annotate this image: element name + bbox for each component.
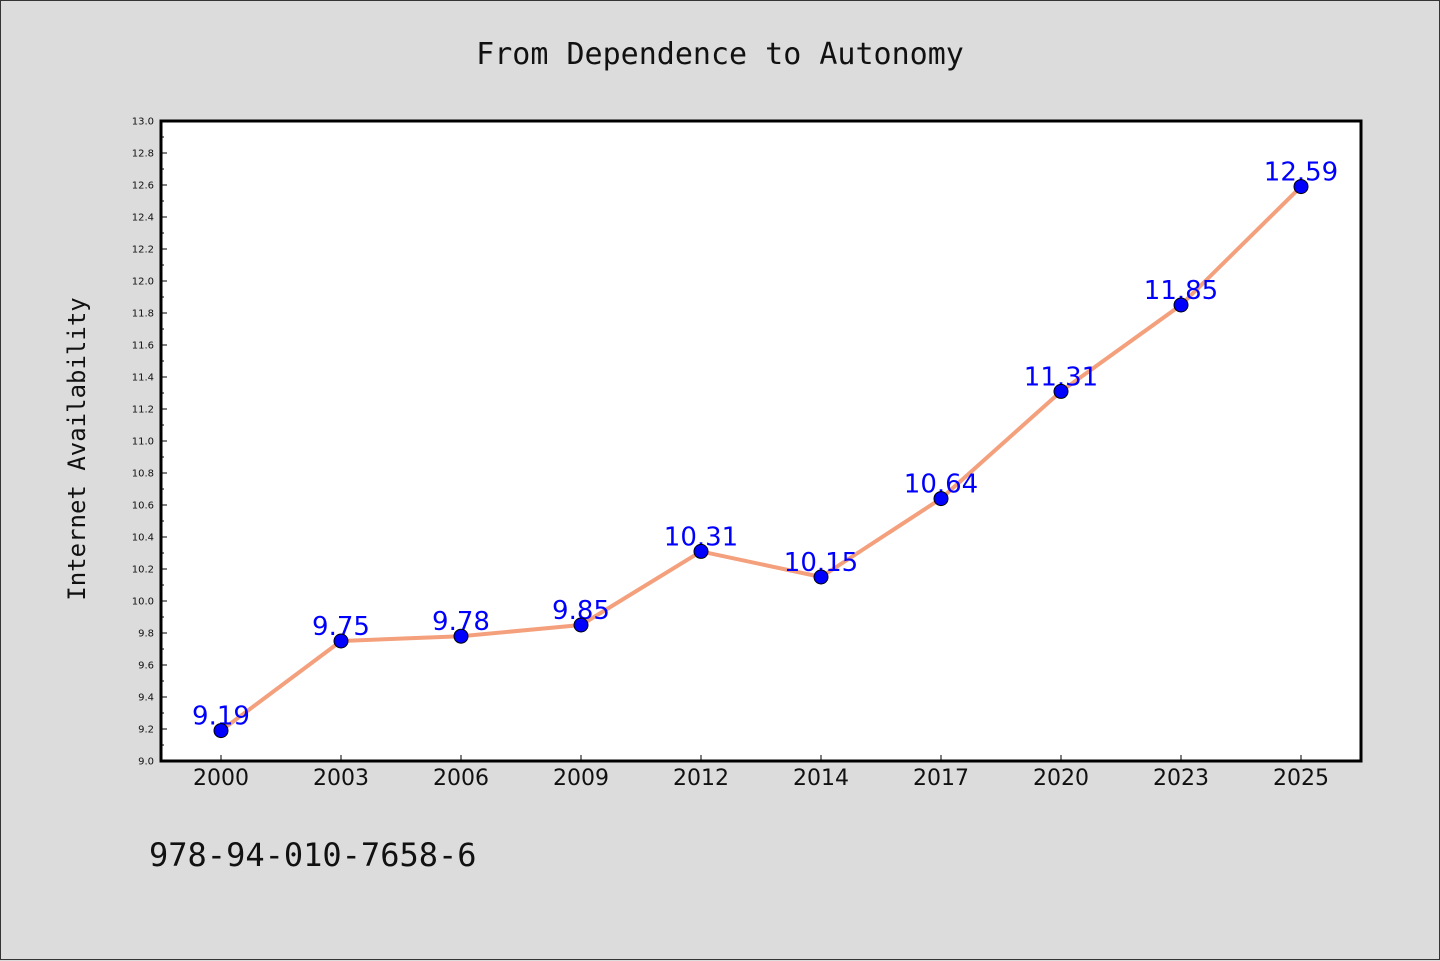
y-tick-label: 11.8 bbox=[132, 309, 154, 320]
data-point bbox=[453, 628, 469, 644]
data-point bbox=[813, 569, 829, 585]
x-tick-label: 2017 bbox=[913, 766, 969, 791]
y-tick-label: 10.6 bbox=[132, 501, 154, 512]
data-point bbox=[1053, 383, 1069, 399]
y-tick-label: 11.2 bbox=[132, 405, 154, 416]
y-tick-label: 10.4 bbox=[132, 533, 154, 544]
plot-area bbox=[159, 119, 1363, 763]
x-tick-label: 2003 bbox=[313, 766, 369, 791]
y-tick-label: 11.4 bbox=[132, 373, 154, 384]
y-tick-label: 12.8 bbox=[132, 149, 154, 160]
y-tick-label: 9.6 bbox=[138, 661, 154, 672]
y-tick-label: 12.6 bbox=[132, 181, 154, 192]
y-tick-label: 9.8 bbox=[138, 629, 154, 640]
y-tick-label: 13.0 bbox=[132, 117, 154, 128]
x-tick-label: 2009 bbox=[553, 766, 609, 791]
x-tick-label: 2023 bbox=[1153, 766, 1209, 791]
x-tick-label: 2014 bbox=[793, 766, 849, 791]
data-point bbox=[693, 543, 709, 559]
data-point bbox=[933, 491, 949, 507]
y-axis: 9.0 9.2 9.4 9.6 9.8 10.0 10.2 10.4 10.6 10.8 11.0 1… bbox=[132, 117, 167, 768]
x-axis: 2000 2003 2006 2009 2012 2014 2017 2020 2023 2025 bbox=[193, 755, 1329, 791]
y-tick-label: 12.0 bbox=[132, 277, 154, 288]
series-layer: 9.199.75 9.78 9.8510.3110.1510.6411.3111.8… bbox=[192, 158, 1338, 739]
y-tick-label: 11.6 bbox=[132, 341, 154, 352]
series-line bbox=[219, 185, 1303, 733]
x-tick-label: 2012 bbox=[673, 766, 729, 791]
x-tick-label: 2000 bbox=[193, 766, 249, 791]
x-tick-label: 2025 bbox=[1273, 766, 1329, 791]
data-point bbox=[213, 723, 229, 739]
y-tick-label: 9.2 bbox=[138, 725, 154, 736]
data-point bbox=[333, 633, 349, 649]
y-tick-label: 9.4 bbox=[138, 693, 154, 704]
data-point bbox=[1293, 179, 1309, 195]
data-point bbox=[573, 617, 589, 633]
x-tick-label: 2020 bbox=[1033, 766, 1089, 791]
y-tick-label: 10.0 bbox=[132, 597, 154, 608]
y-tick-label: 11.0 bbox=[132, 437, 154, 448]
y-axis-label: Internet Availability bbox=[63, 297, 91, 600]
y-tick-label: 12.2 bbox=[132, 245, 154, 256]
y-tick-label: 9.0 bbox=[138, 757, 154, 768]
chart-title: From Dependence to Autonomy bbox=[476, 37, 964, 72]
isbn-annotation: 978-94-010-7658-6 bbox=[149, 836, 477, 874]
data-point bbox=[1173, 297, 1189, 313]
y-tick-label: 10.8 bbox=[132, 469, 154, 480]
y-tick-label: 10.2 bbox=[132, 565, 154, 576]
x-tick-label: 2006 bbox=[433, 766, 489, 791]
y-tick-label: 12.4 bbox=[132, 213, 154, 224]
